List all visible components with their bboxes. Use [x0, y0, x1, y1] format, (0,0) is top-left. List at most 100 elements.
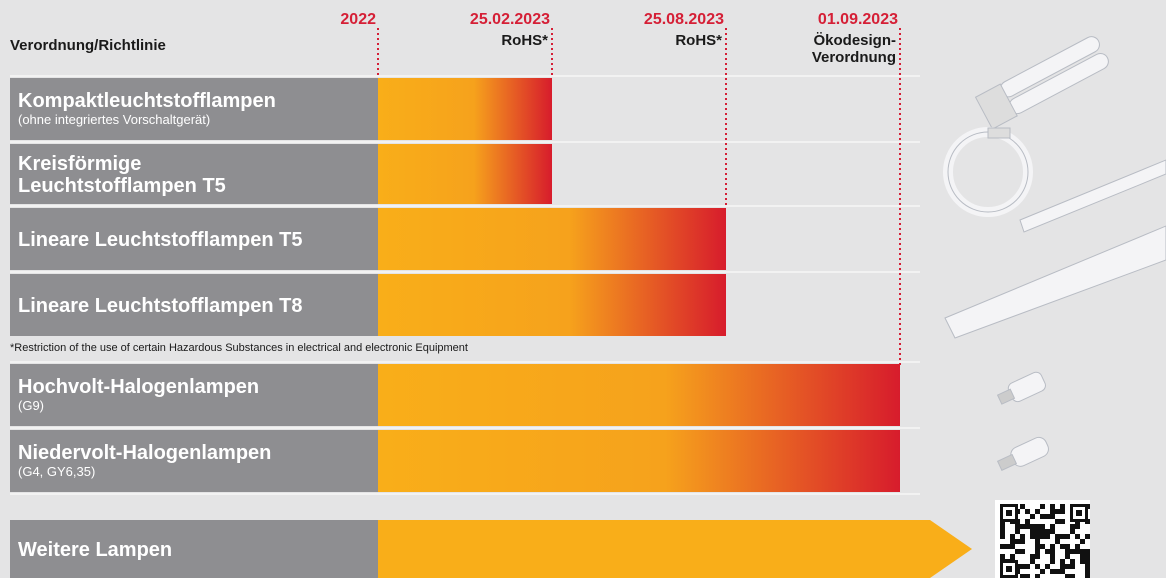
qr-cell	[1050, 509, 1055, 514]
qr-cell	[1080, 559, 1085, 564]
row-title: Kompaktleuchtstofflampen	[18, 90, 276, 112]
row-subtitle: (G9)	[18, 398, 44, 413]
qr-cell	[1055, 539, 1060, 544]
qr-cell	[1070, 574, 1075, 578]
milestone-date: 25.02.2023	[470, 11, 550, 28]
qr-cell	[1055, 569, 1060, 574]
qr-cell	[1070, 564, 1075, 569]
bar	[378, 78, 552, 140]
qr-cell	[1060, 534, 1065, 539]
qr-cell	[1010, 554, 1015, 559]
qr-cell	[1085, 569, 1090, 574]
qr-cell	[1045, 534, 1050, 539]
qr-cell	[1030, 524, 1035, 529]
milestone-date: 01.09.2023	[818, 11, 898, 28]
qr-cell	[1050, 514, 1055, 519]
qr-cell	[1010, 544, 1015, 549]
qr-cell	[1025, 519, 1030, 524]
qr-cell	[1085, 559, 1090, 564]
bar	[378, 364, 900, 426]
qr-cell	[1030, 559, 1035, 564]
bar	[378, 208, 726, 270]
qr-finder	[1006, 566, 1012, 572]
qr-cell	[1085, 549, 1090, 554]
qr-cell	[1065, 554, 1070, 559]
qr-cell	[1050, 524, 1055, 529]
qr-cell	[1080, 554, 1085, 559]
qr-cell	[1035, 534, 1040, 539]
footnote: *Restriction of the use of certain Hazar…	[10, 342, 468, 354]
row-title: Lineare Leuchtstofflampen T5	[18, 229, 303, 251]
bar	[378, 274, 726, 336]
qr-cell	[1085, 574, 1090, 578]
qr-cell	[1040, 514, 1045, 519]
qr-cell	[1060, 564, 1065, 569]
qr-cell	[1060, 569, 1065, 574]
qr-cell	[1060, 519, 1065, 524]
qr-cell	[1045, 564, 1050, 569]
qr-cell	[1085, 534, 1090, 539]
qr-cell	[1040, 544, 1045, 549]
qr-cell	[1050, 504, 1055, 509]
qr-cell	[1050, 529, 1055, 534]
milestone-label: RoHS*	[501, 32, 548, 49]
qr-cell	[1070, 529, 1075, 534]
qr-cell	[1035, 529, 1040, 534]
qr-cell	[1030, 514, 1035, 519]
qr-cell	[1015, 529, 1020, 534]
qr-cell	[1025, 564, 1030, 569]
qr-cell	[1035, 549, 1040, 554]
qr-cell	[1085, 554, 1090, 559]
qr-cell	[1035, 524, 1040, 529]
qr-cell	[1065, 574, 1070, 578]
row-title: Lineare Leuchtstofflampen T8	[18, 295, 303, 317]
qr-cell	[1075, 549, 1080, 554]
qr-cell	[1020, 504, 1025, 509]
qr-cell	[1060, 509, 1065, 514]
qr-cell	[1050, 559, 1055, 564]
qr-cell	[1075, 544, 1080, 549]
bar	[378, 144, 552, 204]
qr-cell	[1020, 534, 1025, 539]
qr-cell	[1035, 544, 1040, 549]
qr-cell	[1015, 549, 1020, 554]
qr-cell	[1080, 549, 1085, 554]
bar	[378, 430, 900, 492]
arrow	[378, 520, 972, 578]
qr-cell	[1065, 549, 1070, 554]
qr-cell	[1045, 529, 1050, 534]
qr-cell	[1050, 569, 1055, 574]
qr-cell	[1020, 574, 1025, 578]
qr-cell	[1040, 569, 1045, 574]
qr-cell	[1035, 574, 1040, 578]
qr-cell	[1035, 539, 1040, 544]
qr-cell	[1055, 519, 1060, 524]
qr-cell	[1040, 529, 1045, 534]
qr-cell	[1025, 524, 1030, 529]
qr-cell	[1060, 504, 1065, 509]
qr-cell	[1045, 514, 1050, 519]
row-subtitle: (G4, GY6,35)	[18, 464, 95, 479]
qr-cell	[1050, 549, 1055, 554]
qr-cell	[1030, 529, 1035, 534]
qr-cell	[1045, 549, 1050, 554]
qr-cell	[1025, 574, 1030, 578]
row-title: Niedervolt-Halogenlampen	[18, 442, 271, 464]
qr-cell	[1050, 544, 1055, 549]
qr-cell	[1000, 534, 1005, 539]
qr-cell	[1015, 539, 1020, 544]
qr-cell	[1065, 544, 1070, 549]
qr-cell	[1060, 559, 1065, 564]
qr-cell	[1035, 564, 1040, 569]
qr-cell	[1030, 534, 1035, 539]
qr-cell	[1035, 509, 1040, 514]
qr-cell	[1060, 544, 1065, 549]
qr-cell	[1050, 554, 1055, 559]
row-subtitle: (ohne integriertes Vorschaltgerät)	[18, 112, 210, 127]
qr-cell	[1080, 539, 1085, 544]
qr-cell	[1020, 564, 1025, 569]
qr-cell	[1005, 544, 1010, 549]
qr-cell	[1070, 549, 1075, 554]
row-title: Kreisförmige	[18, 153, 141, 175]
row-title: Weitere Lampen	[18, 539, 172, 561]
